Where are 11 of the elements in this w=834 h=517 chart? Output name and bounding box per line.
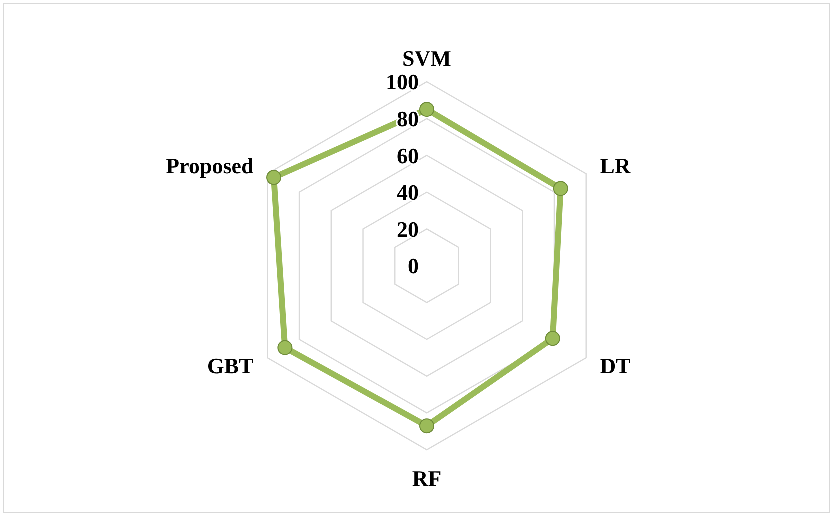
y-tick-label: 100	[386, 70, 419, 95]
y-tick-label: 0	[408, 254, 419, 279]
y-tick-label: 20	[397, 216, 419, 242]
spoke-label: Proposed	[166, 154, 254, 179]
spoke-label: LR	[600, 154, 632, 179]
y-tick-label: 60	[397, 143, 419, 168]
spoke-label: DT	[600, 354, 632, 379]
spoke-label: RF	[412, 466, 442, 491]
spoke-label: GBT	[207, 354, 254, 379]
y-tick-label: 40	[397, 180, 419, 206]
spoke-label: SVM	[402, 46, 452, 71]
